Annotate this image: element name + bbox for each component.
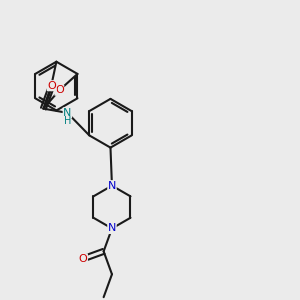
Text: H: H — [64, 116, 72, 126]
Text: O: O — [47, 81, 56, 91]
Text: O: O — [79, 254, 87, 264]
Text: N: N — [108, 224, 116, 233]
Text: N: N — [63, 108, 72, 118]
Text: O: O — [55, 85, 64, 95]
Text: N: N — [108, 181, 116, 191]
